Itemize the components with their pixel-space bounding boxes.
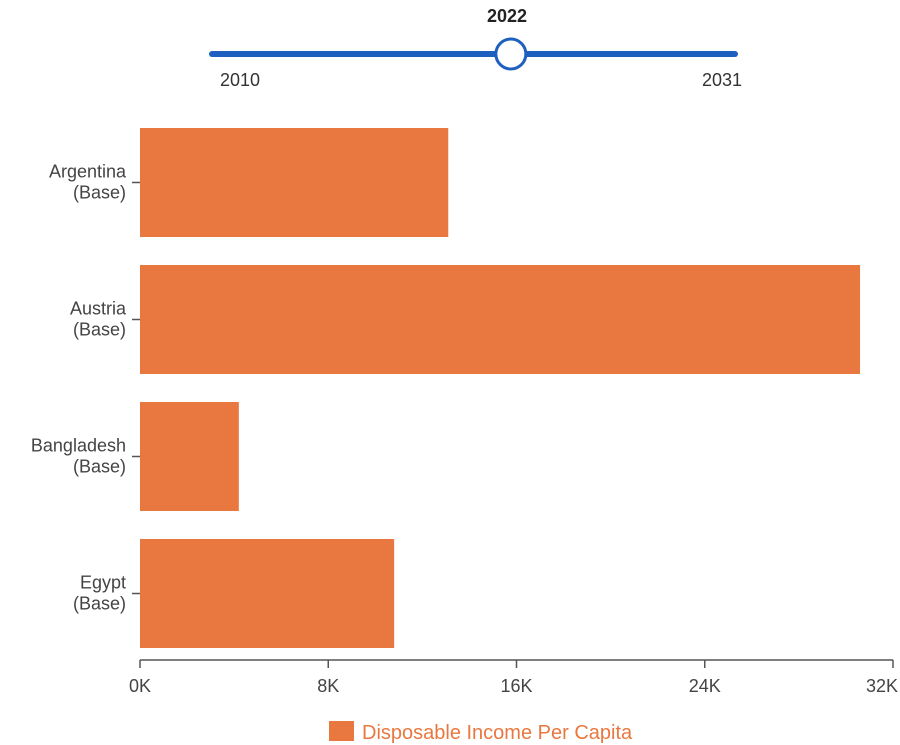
slider-min-label: 2010 — [220, 70, 260, 90]
bar-austria — [140, 265, 861, 374]
x-tick-label: 24K — [689, 676, 721, 696]
category-label: Bangladesh (Base) — [31, 436, 126, 477]
x-tick-label: 32K — [866, 676, 898, 696]
x-tick-label: 8K — [317, 676, 339, 696]
slider-current-year: 2022 — [487, 6, 527, 26]
legend-swatch — [329, 721, 354, 741]
slider-max-label: 2031 — [702, 70, 742, 90]
bar-argentina — [140, 128, 449, 237]
x-tick-label: 16K — [500, 676, 532, 696]
category-label: Austria (Base) — [70, 299, 127, 340]
legend-label: Disposable Income Per Capita — [362, 722, 633, 744]
legend: Disposable Income Per Capita — [329, 721, 633, 744]
y-axis: Argentina (Base) Austria (Base) Bangladesh (B… — [31, 162, 140, 614]
bars-group — [140, 128, 861, 648]
category-label: Argentina (Base) — [49, 162, 127, 203]
x-tick-label: 0K — [129, 676, 151, 696]
slider-thumb[interactable] — [494, 37, 528, 71]
bar-bangladesh — [140, 402, 239, 511]
year-slider[interactable]: 2022 2010 2031 — [209, 6, 742, 90]
category-label: Egypt (Base) — [73, 573, 126, 614]
bar-egypt — [140, 539, 395, 648]
x-axis: 0K 8K 16K 24K 32K — [129, 659, 898, 696]
